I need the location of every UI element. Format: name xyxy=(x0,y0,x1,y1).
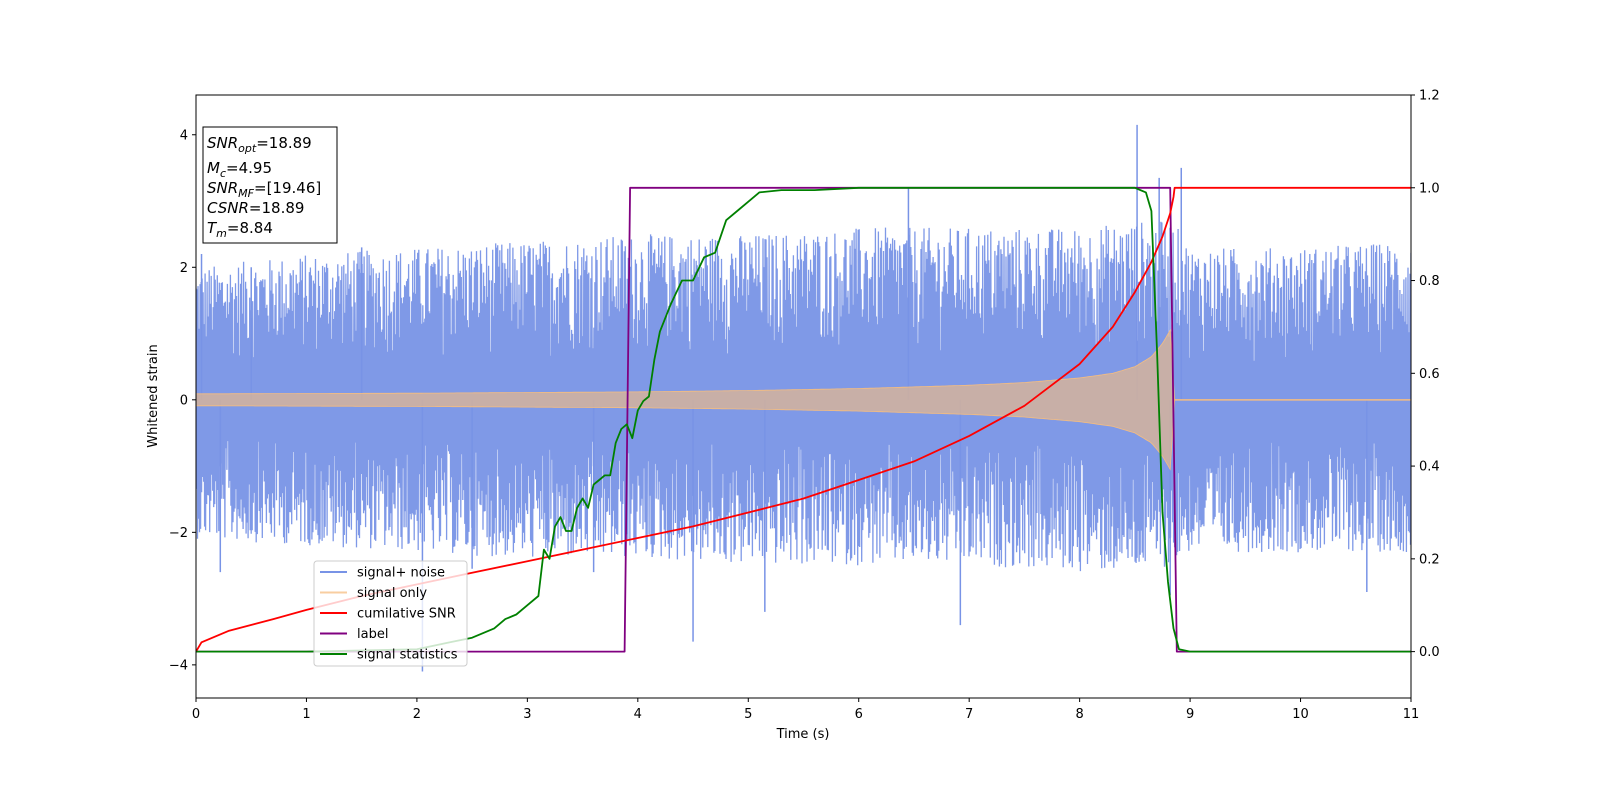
info-subscript: opt xyxy=(238,142,257,155)
series-signal-noise xyxy=(196,221,1411,572)
x-tick-label: 3 xyxy=(523,707,531,722)
y-right-tick-label: 0.6 xyxy=(1419,367,1440,382)
info-subscript: c xyxy=(220,167,226,180)
x-tick-label: 7 xyxy=(965,707,973,722)
x-axis-label: Time (s) xyxy=(776,727,830,742)
x-tick-label: 1 xyxy=(302,707,310,722)
y-right-tick-label: 1.0 xyxy=(1419,181,1440,196)
x-tick-label: 8 xyxy=(1075,707,1083,722)
info-value: =4.95 xyxy=(226,159,272,177)
x-tick-label: 11 xyxy=(1403,707,1420,722)
info-value: =8.84 xyxy=(227,219,273,237)
x-tick-label: 6 xyxy=(855,707,863,722)
parameter-info-box: SNRopt=18.89Mc=4.95SNRMF=[19.46]CSNR=18.… xyxy=(202,126,338,244)
info-subscript: m xyxy=(216,227,227,240)
info-symbol: SNR xyxy=(207,134,238,152)
info-line: Tm=8.84 xyxy=(207,219,273,240)
info-value: =18.89 xyxy=(249,199,305,217)
info-line: SNRopt=18.89 xyxy=(207,134,312,155)
y-left-tick-label: 2 xyxy=(180,261,188,276)
info-line: Mc=4.95 xyxy=(207,159,272,180)
x-tick-label: 9 xyxy=(1186,707,1194,722)
legend-label: signal+ noise xyxy=(357,566,445,581)
y-left-tick-label: −4 xyxy=(169,658,188,673)
info-line: SNRMF=[19.46] xyxy=(207,179,321,200)
y-right-tick-label: 0.8 xyxy=(1419,274,1440,289)
info-line: CSNR=18.89 xyxy=(207,199,304,217)
legend-label: signal only xyxy=(357,586,427,601)
y-axis-label: Whitened strain xyxy=(146,344,161,447)
legend-label: signal statistics xyxy=(357,648,458,663)
info-subscript: MF xyxy=(238,187,254,200)
info-value: =18.89 xyxy=(256,134,312,152)
x-tick-label: 10 xyxy=(1292,707,1309,722)
y-right-tick-label: 1.2 xyxy=(1419,89,1440,104)
x-tick-label: 4 xyxy=(634,707,642,722)
y-right-tick-label: 0.2 xyxy=(1419,552,1440,567)
y-axis-left: −4 −2 0 2 4 xyxy=(169,128,196,673)
info-symbol: CSNR xyxy=(207,199,249,217)
legend-label: label xyxy=(357,627,388,642)
info-box-frame xyxy=(202,126,338,244)
plot-frame xyxy=(195,94,1412,699)
info-value: =[19.46] xyxy=(254,179,321,197)
y-left-tick-label: −2 xyxy=(169,526,188,541)
info-symbol: SNR xyxy=(207,179,238,197)
y-right-tick-label: 0.0 xyxy=(1419,645,1440,660)
info-symbol: M xyxy=(207,159,220,177)
x-axis: 0 1 2 3 4 5 6 7 8 9 10 11 xyxy=(192,698,1419,722)
info-symbol: T xyxy=(207,219,218,237)
x-tick-label: 0 xyxy=(192,707,200,722)
legend-frame xyxy=(313,560,468,667)
y-left-tick-label: 4 xyxy=(180,128,188,143)
y-right-tick-label: 0.4 xyxy=(1419,460,1440,475)
x-tick-label: 5 xyxy=(744,707,752,722)
y-axis-right: 0.0 0.2 0.4 0.6 0.8 1.0 1.2 xyxy=(1411,89,1440,660)
series-layer xyxy=(196,124,1411,672)
y-left-tick-label: 0 xyxy=(180,393,188,408)
legend: signal+ noise signal only cumilative SNR la… xyxy=(313,560,468,667)
legend-label: cumilative SNR xyxy=(357,607,456,622)
x-tick-label: 2 xyxy=(413,707,421,722)
series-signal-statistics xyxy=(196,186,1411,653)
